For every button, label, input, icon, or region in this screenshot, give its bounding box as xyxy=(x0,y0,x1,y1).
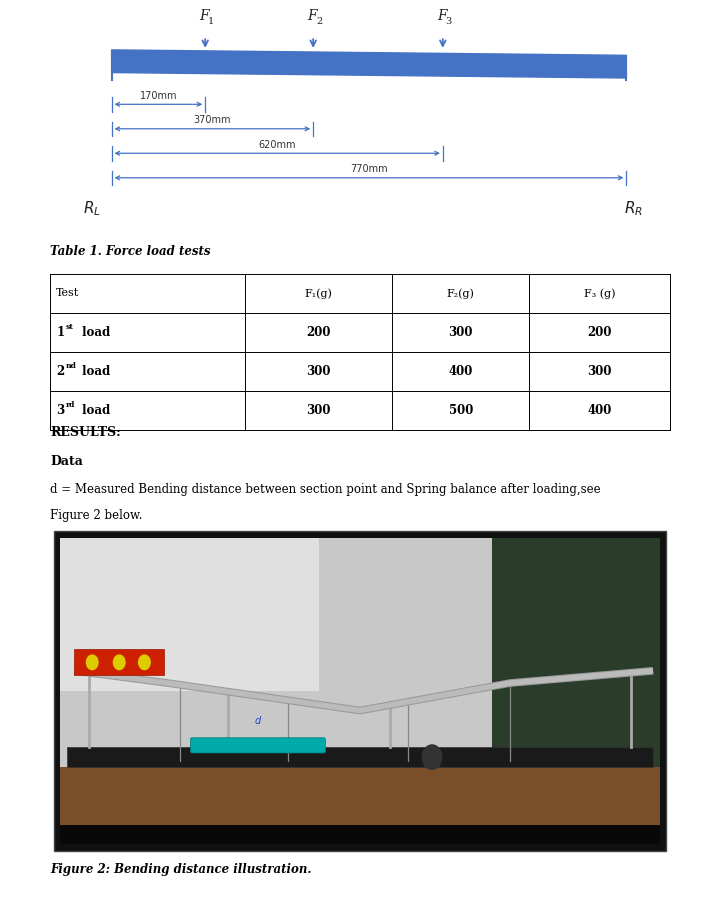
Bar xyxy=(60,538,319,691)
Text: 500: 500 xyxy=(449,404,473,417)
Polygon shape xyxy=(112,50,626,78)
Text: 620mm: 620mm xyxy=(258,140,296,150)
Text: 770mm: 770mm xyxy=(350,164,388,174)
Text: 300: 300 xyxy=(587,365,612,378)
Text: F: F xyxy=(437,9,446,23)
Text: 400: 400 xyxy=(449,365,473,378)
Text: F₁(g): F₁(g) xyxy=(305,288,333,298)
Text: load: load xyxy=(78,404,110,417)
Bar xyxy=(67,747,653,767)
Text: 2: 2 xyxy=(56,365,64,378)
Circle shape xyxy=(86,655,98,669)
Text: RESULTS:: RESULTS: xyxy=(50,426,121,439)
Text: Figure 2 below.: Figure 2 below. xyxy=(50,509,143,522)
Text: d = Measured Bending distance between section point and Spring balance after loa: d = Measured Bending distance between se… xyxy=(50,483,601,496)
Circle shape xyxy=(114,655,125,669)
Text: 3: 3 xyxy=(56,404,64,417)
Text: st: st xyxy=(66,323,73,331)
Text: 300: 300 xyxy=(306,365,331,378)
Text: Figure 2: Bending distance illustration.: Figure 2: Bending distance illustration. xyxy=(50,863,312,876)
Text: 200: 200 xyxy=(306,326,331,339)
Bar xyxy=(60,767,660,844)
Text: load: load xyxy=(78,326,110,339)
Text: 2: 2 xyxy=(316,17,323,26)
Bar xyxy=(54,531,666,851)
Text: load: load xyxy=(78,365,110,378)
Text: Test: Test xyxy=(56,288,79,298)
Text: 300: 300 xyxy=(449,326,473,339)
Text: 1: 1 xyxy=(208,17,215,26)
Text: F: F xyxy=(307,9,317,23)
Text: 370mm: 370mm xyxy=(194,115,231,125)
Circle shape xyxy=(139,655,150,669)
Text: 200: 200 xyxy=(587,326,612,339)
Text: F₂(g): F₂(g) xyxy=(447,288,474,298)
Bar xyxy=(74,649,164,676)
Text: Table 1. Force load tests: Table 1. Force load tests xyxy=(50,246,211,258)
Text: nd: nd xyxy=(66,362,76,370)
Text: 170mm: 170mm xyxy=(140,91,177,101)
Text: F₃ (g): F₃ (g) xyxy=(584,288,615,298)
Text: 400: 400 xyxy=(588,404,611,417)
Text: $R_L$: $R_L$ xyxy=(83,200,101,219)
Text: $R_R$: $R_R$ xyxy=(624,200,643,219)
Text: d: d xyxy=(255,716,261,726)
Text: 3: 3 xyxy=(446,17,452,26)
Text: 1: 1 xyxy=(56,326,64,339)
Text: 300: 300 xyxy=(306,404,331,417)
Circle shape xyxy=(423,745,442,769)
Bar xyxy=(60,538,492,767)
Text: Data: Data xyxy=(50,455,84,468)
Text: F: F xyxy=(199,9,209,23)
Text: rd: rd xyxy=(66,401,75,409)
Bar xyxy=(60,825,660,844)
Bar xyxy=(492,538,660,767)
FancyBboxPatch shape xyxy=(190,737,325,753)
